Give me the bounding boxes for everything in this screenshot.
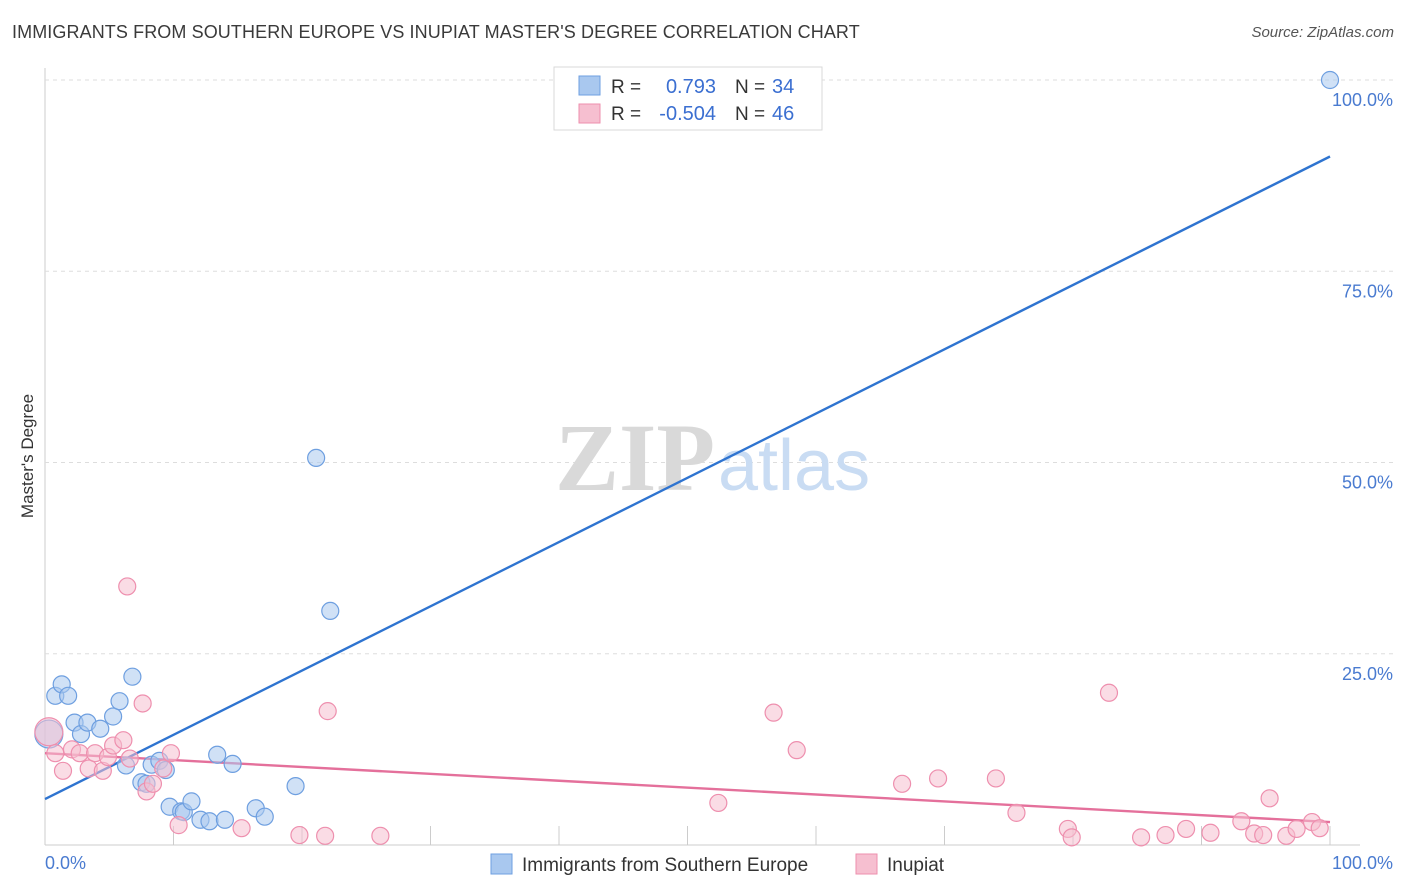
- x-tick-label: 0.0%: [45, 853, 86, 873]
- legend-r-value-blue: 0.793: [666, 76, 716, 98]
- bottom-legend-swatch-blue: [490, 853, 513, 875]
- trend-line-pink: [44, 752, 1331, 824]
- data-point-pink: [787, 741, 806, 760]
- data-point-pink: [1310, 819, 1329, 838]
- y-axis-title: Master's Degree: [18, 394, 37, 518]
- data-point-pink: [1099, 683, 1119, 702]
- legend-n-value-pink: 46: [772, 103, 794, 125]
- data-point-pink: [53, 761, 73, 780]
- data-point-blue: [59, 686, 78, 705]
- y-tick-label: 75.0%: [1342, 281, 1393, 301]
- data-point-pink: [70, 744, 89, 763]
- series-legend: Immigrants from Southern Europe Inupiat: [490, 853, 945, 876]
- data-point-pink: [1062, 828, 1081, 847]
- watermark: ZIP atlas: [555, 404, 870, 511]
- bottom-legend-label-pink: Inupiat: [887, 855, 945, 876]
- data-point-blue: [223, 754, 242, 774]
- bottom-legend-label-blue: Immigrants from Southern Europe: [522, 855, 808, 876]
- legend-n-label-blue: N =: [735, 77, 765, 98]
- data-point-blue: [215, 810, 234, 829]
- data-point-pink: [290, 825, 309, 845]
- data-point-pink: [371, 826, 390, 845]
- data-point-blue: [307, 448, 326, 468]
- data-point-pink: [892, 774, 912, 793]
- data-point-pink: [1232, 812, 1251, 831]
- bottom-legend-swatch-pink: [855, 853, 878, 875]
- watermark-atlas: atlas: [718, 426, 870, 506]
- data-point-pink: [118, 577, 137, 596]
- data-point-pink: [1287, 819, 1306, 839]
- chart-title: IMMIGRANTS FROM SOUTHERN EUROPE VS INUPI…: [12, 22, 860, 42]
- data-point-pink: [169, 816, 188, 835]
- trend-layer: [44, 155, 1331, 824]
- data-point-blue: [1320, 70, 1340, 90]
- legend-r-label-pink: R =: [611, 104, 641, 125]
- data-point-pink: [318, 702, 337, 721]
- data-point-blue: [321, 601, 340, 621]
- data-point-pink: [1201, 823, 1220, 842]
- data-point-pink: [114, 731, 133, 750]
- data-point-pink: [1176, 819, 1196, 839]
- data-point-pink: [316, 826, 335, 845]
- data-point-blue: [110, 692, 129, 711]
- data-point-pink: [154, 759, 173, 778]
- data-point-blue: [182, 792, 201, 811]
- data-point-pink: [34, 717, 64, 747]
- data-point-pink: [709, 793, 728, 813]
- legend-r-label-blue: R =: [611, 77, 641, 98]
- data-point-blue: [104, 707, 123, 726]
- data-point-pink: [986, 769, 1006, 788]
- data-point-blue: [286, 776, 305, 796]
- trend-line-blue: [44, 155, 1331, 801]
- y-tick-label: 25.0%: [1342, 664, 1393, 684]
- data-point-pink: [120, 749, 139, 768]
- correlation-legend: R = 0.793 N = 34 R = -0.504 N = 46: [553, 66, 823, 131]
- data-point-pink: [133, 694, 152, 713]
- data-point-blue: [255, 807, 274, 826]
- legend-n-value-blue: 34: [772, 76, 794, 98]
- ticks-layer: 25.0% 50.0% 75.0% 100.0% 0.0% 100.0%: [45, 90, 1393, 873]
- legend-swatch-blue: [578, 75, 601, 96]
- data-point-pink: [1132, 828, 1151, 847]
- x-tick-label: 100.0%: [1332, 853, 1393, 873]
- data-point-pink: [46, 744, 65, 763]
- y-tick-label: 100.0%: [1332, 90, 1393, 110]
- data-point-pink: [1007, 803, 1026, 822]
- data-point-pink: [143, 774, 163, 793]
- data-point-blue: [200, 812, 219, 831]
- data-point-blue: [208, 745, 227, 764]
- data-point-pink: [928, 769, 948, 788]
- data-point-pink: [232, 819, 251, 838]
- data-point-blue: [123, 667, 142, 686]
- source-label: Source: ZipAtlas.com: [1251, 24, 1394, 41]
- y-tick-label: 50.0%: [1342, 473, 1393, 493]
- y-axis-title-group: Master's Degree: [18, 394, 37, 518]
- legend-swatch-pink: [578, 103, 601, 124]
- legend-n-label-pink: N =: [735, 104, 765, 125]
- data-point-pink: [764, 703, 783, 722]
- legend-r-value-pink: -0.504: [659, 103, 716, 125]
- data-point-pink: [1156, 825, 1175, 845]
- watermark-zip: ZIP: [555, 404, 715, 511]
- data-point-blue: [91, 719, 110, 738]
- data-point-pink: [1260, 789, 1279, 808]
- data-point-pink: [161, 744, 181, 763]
- points-layer: [34, 70, 1340, 847]
- data-point-pink: [1254, 825, 1273, 845]
